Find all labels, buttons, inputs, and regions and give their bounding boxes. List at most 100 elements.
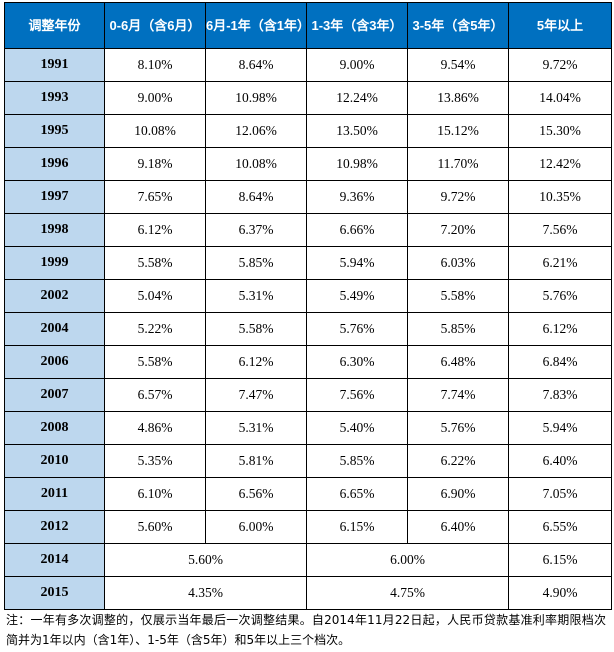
- rate-cell: 9.36%: [306, 180, 408, 214]
- rate-cell: 12.06%: [205, 114, 307, 148]
- year-cell: 1991: [4, 48, 105, 82]
- rate-cell: 7.20%: [407, 213, 509, 247]
- year-cell: 1996: [4, 147, 105, 181]
- table-row-merged: 2015 4.35% 4.75% 4.90%: [4, 576, 612, 610]
- table-row: 2006 5.58% 6.12% 6.30% 6.48% 6.84%: [4, 345, 612, 379]
- rate-cell: 6.48%: [407, 345, 509, 379]
- table-row: 2008 4.86% 5.31% 5.40% 5.76% 5.94%: [4, 411, 612, 445]
- rate-cell: 6.55%: [508, 510, 612, 544]
- rate-cell: 5.31%: [205, 411, 307, 445]
- header-0-6m: 0-6月（含6月）: [104, 2, 206, 49]
- rate-cell: 7.05%: [508, 477, 612, 511]
- year-cell: 2010: [4, 444, 105, 478]
- rate-cell: 5.85%: [407, 312, 509, 346]
- rate-cell: 5.04%: [104, 279, 206, 313]
- table-row: 1996 9.18% 10.08% 10.98% 11.70% 12.42%: [4, 147, 612, 181]
- rate-table-container: 调整年份 0-6月（含6月） 6月-1年（含1年） 1-3年（含3年） 3-5年…: [4, 2, 612, 610]
- year-cell: 1995: [4, 114, 105, 148]
- table-row: 2011 6.10% 6.56% 6.65% 6.90% 7.05%: [4, 477, 612, 511]
- rate-cell: 10.98%: [205, 81, 307, 115]
- rate-cell: 5.76%: [508, 279, 612, 313]
- table-row: 2007 6.57% 7.47% 7.56% 7.74% 7.83%: [4, 378, 612, 412]
- rate-cell: 13.50%: [306, 114, 408, 148]
- rate-cell: 5.81%: [205, 444, 307, 478]
- rate-cell: 6.40%: [407, 510, 509, 544]
- rate-cell: 7.56%: [508, 213, 612, 247]
- rate-cell-over-5y: 6.15%: [508, 543, 612, 577]
- rate-cell: 5.49%: [306, 279, 408, 313]
- header-5y-plus: 5年以上: [508, 2, 612, 49]
- year-cell: 2006: [4, 345, 105, 379]
- rate-cell: 6.15%: [306, 510, 408, 544]
- year-cell: 2007: [4, 378, 105, 412]
- rate-cell: 6.12%: [508, 312, 612, 346]
- rate-cell: 5.58%: [407, 279, 509, 313]
- table-row-merged: 2014 5.60% 6.00% 6.15%: [4, 543, 612, 577]
- table-row: 1997 7.65% 8.64% 9.36% 9.72% 10.35%: [4, 180, 612, 214]
- rate-cell: 14.04%: [508, 81, 612, 115]
- rate-cell: 9.54%: [407, 48, 509, 82]
- rate-cell: 6.12%: [104, 213, 206, 247]
- rate-cell: 5.58%: [104, 246, 206, 280]
- rate-cell-over-5y: 4.90%: [508, 576, 612, 610]
- rate-cell: 6.30%: [306, 345, 408, 379]
- rate-cell: 6.56%: [205, 477, 307, 511]
- rate-cell-within-1y: 4.35%: [104, 576, 307, 610]
- rate-cell: 6.40%: [508, 444, 612, 478]
- rate-cell: 5.40%: [306, 411, 408, 445]
- rate-cell: 5.60%: [104, 510, 206, 544]
- rate-cell: 15.12%: [407, 114, 509, 148]
- rate-cell: 7.83%: [508, 378, 612, 412]
- rate-cell: 6.21%: [508, 246, 612, 280]
- rate-cell: 10.08%: [205, 147, 307, 181]
- rate-cell: 7.74%: [407, 378, 509, 412]
- rate-cell: 8.10%: [104, 48, 206, 82]
- rate-cell: 9.18%: [104, 147, 206, 181]
- year-cell: 1997: [4, 180, 105, 214]
- year-cell: 2015: [4, 576, 105, 610]
- year-cell: 2011: [4, 477, 105, 511]
- rate-cell: 5.35%: [104, 444, 206, 478]
- rate-cell: 10.35%: [508, 180, 612, 214]
- rate-cell: 5.94%: [306, 246, 408, 280]
- loan-rate-table: 调整年份 0-6月（含6月） 6月-1年（含1年） 1-3年（含3年） 3-5年…: [4, 2, 612, 610]
- rate-cell: 6.37%: [205, 213, 307, 247]
- rate-cell: 6.03%: [407, 246, 509, 280]
- rate-cell: 6.00%: [205, 510, 307, 544]
- rate-cell: 11.70%: [407, 147, 509, 181]
- header-year: 调整年份: [4, 2, 105, 49]
- rate-cell: 6.22%: [407, 444, 509, 478]
- rate-cell: 5.76%: [306, 312, 408, 346]
- footnote: 注：一年有多次调整的，仅展示当年最后一次调整结果。自2014年11月22日起，人…: [6, 613, 606, 647]
- rate-cell: 8.64%: [205, 180, 307, 214]
- rate-cell: 5.58%: [104, 345, 206, 379]
- rate-cell: 6.84%: [508, 345, 612, 379]
- rate-cell: 5.85%: [306, 444, 408, 478]
- rate-cell: 6.12%: [205, 345, 307, 379]
- year-cell: 2004: [4, 312, 105, 346]
- year-cell: 2002: [4, 279, 105, 313]
- rate-cell: 5.76%: [407, 411, 509, 445]
- rate-cell-within-1y: 5.60%: [104, 543, 307, 577]
- header-1-3y: 1-3年（含3年）: [306, 2, 408, 49]
- header-6m-1y: 6月-1年（含1年）: [205, 2, 307, 49]
- year-cell: 2014: [4, 543, 105, 577]
- table-row: 2004 5.22% 5.58% 5.76% 5.85% 6.12%: [4, 312, 612, 346]
- table-row: 1993 9.00% 10.98% 12.24% 13.86% 14.04%: [4, 81, 612, 115]
- rate-cell: 5.85%: [205, 246, 307, 280]
- rate-cell: 6.66%: [306, 213, 408, 247]
- header-3-5y: 3-5年（含5年）: [407, 2, 509, 49]
- table-row: 1991 8.10% 8.64% 9.00% 9.54% 9.72%: [4, 48, 612, 82]
- rate-cell: 7.65%: [104, 180, 206, 214]
- year-cell: 2008: [4, 411, 105, 445]
- table-row: 2002 5.04% 5.31% 5.49% 5.58% 5.76%: [4, 279, 612, 313]
- table-row: 2010 5.35% 5.81% 5.85% 6.22% 6.40%: [4, 444, 612, 478]
- rate-cell: 9.00%: [306, 48, 408, 82]
- year-cell: 1998: [4, 213, 105, 247]
- rate-cell: 6.57%: [104, 378, 206, 412]
- rate-cell: 8.64%: [205, 48, 307, 82]
- rate-cell: 9.00%: [104, 81, 206, 115]
- table-row: 1995 10.08% 12.06% 13.50% 15.12% 15.30%: [4, 114, 612, 148]
- rate-cell: 6.90%: [407, 477, 509, 511]
- rate-cell: 6.65%: [306, 477, 408, 511]
